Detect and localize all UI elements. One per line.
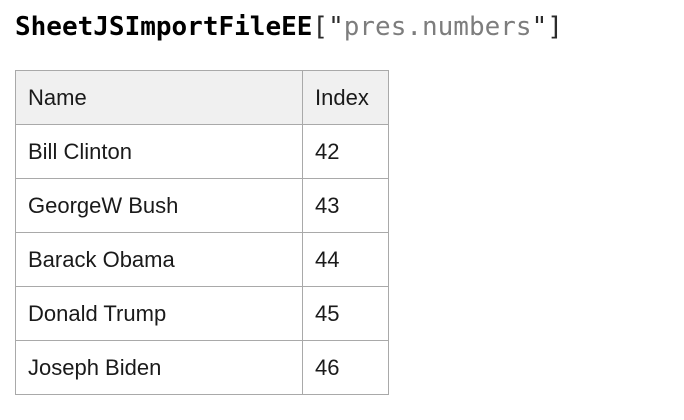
cell-name: Donald Trump — [15, 286, 303, 341]
cell-index: 43 — [302, 178, 389, 233]
table-row: Bill Clinton 42 — [15, 124, 389, 179]
table-row: Joseph Biden 46 — [15, 340, 389, 395]
table-header-row: Name Index — [15, 70, 389, 125]
cell-name: Barack Obama — [15, 232, 303, 287]
cell-index: 44 — [302, 232, 389, 287]
cell-name: Joseph Biden — [15, 340, 303, 395]
cell-name: GeorgeW Bush — [15, 178, 303, 233]
title-identifier: SheetJSImportFileEE — [15, 12, 313, 42]
cell-index: 45 — [302, 286, 389, 341]
cell-name: Bill Clinton — [15, 124, 303, 179]
table-row: GeorgeW Bush 43 — [15, 178, 389, 233]
page-title: SheetJSImportFileEE["pres.numbers"] — [15, 10, 563, 44]
column-header-index: Index — [302, 70, 389, 125]
cell-index: 46 — [302, 340, 389, 395]
title-open-bracket: [" — [312, 12, 344, 42]
cell-index: 42 — [302, 124, 389, 179]
title-close-bracket: "] — [531, 12, 563, 42]
title-filename: pres.numbers — [343, 12, 532, 42]
presidents-table: Name Index Bill Clinton 42 GeorgeW Bush … — [15, 70, 389, 395]
table-row: Barack Obama 44 — [15, 232, 389, 287]
column-header-name: Name — [15, 70, 303, 125]
table-row: Donald Trump 45 — [15, 286, 389, 341]
